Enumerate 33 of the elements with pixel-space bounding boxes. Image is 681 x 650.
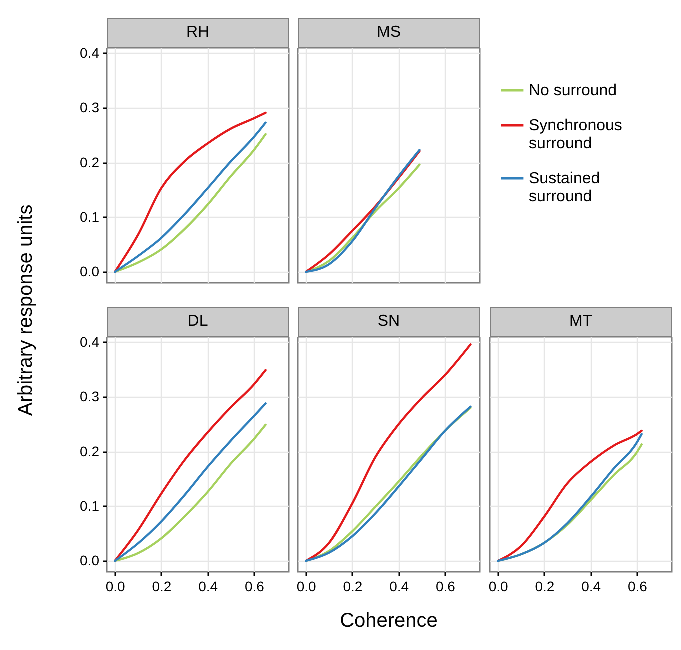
y-tick-label: 0.4 <box>80 334 100 350</box>
x-tick-label: 0.2 <box>535 578 555 594</box>
y-tick-label: 0.2 <box>80 443 100 460</box>
y-tick-label: 0.0 <box>80 552 100 569</box>
legend-label: No surround <box>529 82 618 100</box>
chart-title: RH <box>107 18 289 48</box>
x-tick-label: 0.0 <box>296 578 317 594</box>
y-tick-label: 0.3 <box>80 100 100 116</box>
x-tick-label: 0.6 <box>244 578 265 594</box>
x-tick-label: 0.0 <box>488 578 509 594</box>
y-tick-label: 0.2 <box>80 154 100 170</box>
x-tick-label: 0.6 <box>436 578 456 594</box>
x-axis-title: Coherence <box>339 610 439 633</box>
chart-title: MS <box>298 18 480 48</box>
legend-label: Synchronous surround <box>529 118 622 152</box>
x-tick-label: 0.2 <box>152 578 172 594</box>
line-series <box>114 369 267 562</box>
y-tick-label: 0.3 <box>80 388 100 405</box>
x-tick-label: 0.6 <box>628 578 648 594</box>
x-tick-label: 0.2 <box>343 578 363 594</box>
x-tick-label: 0.4 <box>582 578 602 594</box>
y-tick-label: 0.4 <box>80 44 100 61</box>
x-tick-label: 0.4 <box>390 578 410 594</box>
chart-title: MT <box>490 307 672 337</box>
y-axis-title: Arbitrary response units <box>15 204 38 416</box>
chart-title: SN <box>298 307 480 337</box>
x-tick-label: 0.0 <box>106 578 126 594</box>
y-tick-label: 0.1 <box>80 498 100 514</box>
x-tick-label: 0.4 <box>198 578 218 594</box>
y-tick-label: 0.0 <box>80 264 100 280</box>
y-tick-label: 0.1 <box>80 208 100 225</box>
chart-title: DL <box>107 307 289 337</box>
legend-label: Sustained surround <box>529 170 600 206</box>
